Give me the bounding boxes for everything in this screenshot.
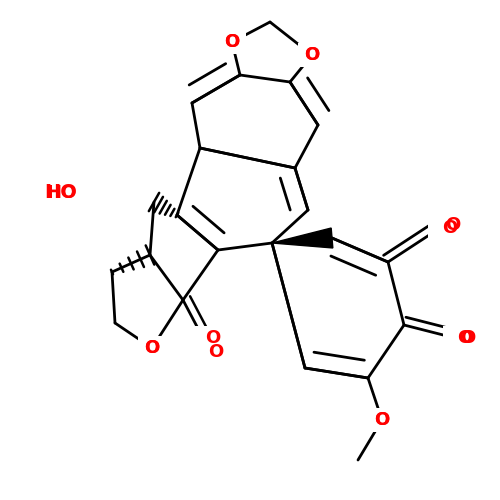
Text: O: O: [445, 216, 460, 234]
FancyBboxPatch shape: [298, 43, 326, 67]
Text: O: O: [144, 339, 160, 357]
FancyBboxPatch shape: [218, 30, 246, 54]
Text: O: O: [374, 411, 390, 429]
Text: HO: HO: [47, 184, 77, 202]
Text: O: O: [224, 33, 240, 51]
FancyBboxPatch shape: [138, 336, 166, 360]
Polygon shape: [272, 228, 333, 248]
Text: O: O: [442, 219, 458, 237]
Text: O: O: [224, 33, 240, 51]
Text: O: O: [208, 343, 224, 361]
Text: O: O: [304, 46, 320, 64]
FancyBboxPatch shape: [443, 326, 467, 350]
Text: O: O: [458, 329, 473, 347]
FancyBboxPatch shape: [191, 326, 215, 350]
Text: O: O: [374, 411, 390, 429]
Text: O: O: [206, 329, 221, 347]
Text: O: O: [304, 46, 320, 64]
FancyBboxPatch shape: [62, 183, 102, 207]
FancyBboxPatch shape: [428, 216, 452, 240]
Text: O: O: [460, 329, 475, 347]
Text: O: O: [144, 339, 160, 357]
FancyBboxPatch shape: [368, 408, 396, 432]
Text: HO: HO: [44, 183, 77, 202]
